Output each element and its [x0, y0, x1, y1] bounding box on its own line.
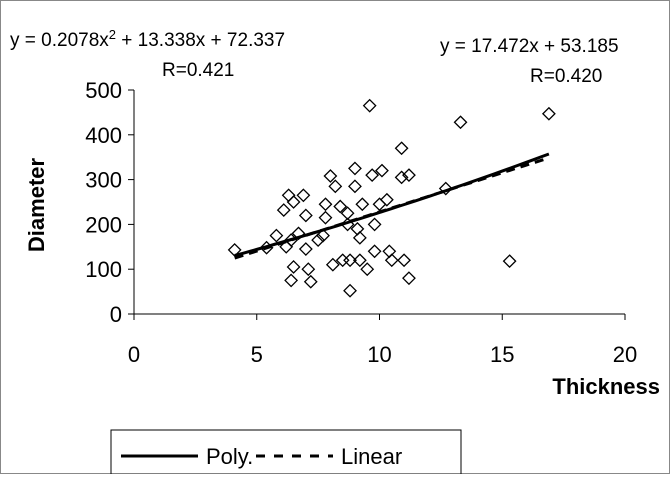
data-point-diamond [291, 226, 306, 241]
data-point-diamond [298, 208, 313, 223]
data-point-diamond [541, 106, 556, 121]
x-axis-title: Thickness [552, 374, 660, 399]
data-point-diamond [286, 195, 301, 209]
data-point-diamond [502, 254, 517, 269]
data-point-diamond [453, 115, 468, 130]
data-point-diamond [394, 141, 409, 156]
data-point-diamond [352, 253, 367, 268]
data-point-diamond [438, 181, 453, 196]
x-tick-label: 0 [128, 342, 140, 367]
data-point-diamond [348, 179, 362, 194]
data-point-diamond [384, 253, 399, 268]
y-tick-label: 100 [85, 257, 122, 282]
data-point-diamond [352, 230, 367, 245]
data-point-diamond [343, 283, 357, 298]
data-point-diamond [269, 228, 284, 243]
data-point-diamond [397, 253, 411, 268]
data-point-diamond [276, 203, 291, 217]
data-point-diamond [296, 188, 311, 203]
poly-r-label: R=0.421 [162, 60, 234, 81]
data-point-diamond [343, 253, 357, 268]
data-point-diamond [355, 197, 370, 212]
x-tick-label: 10 [367, 342, 391, 367]
data-point-diamond [402, 168, 416, 183]
trendlines [234, 152, 550, 260]
y-tick-label: 300 [85, 168, 122, 193]
data-point-diamond [375, 163, 389, 178]
y-tick-label: 400 [85, 123, 122, 148]
data-point-diamond [311, 233, 326, 247]
data-point-diamond [379, 192, 394, 207]
poly-equation-label: y = 0.2078x2 + 13.338x + 72.337 [10, 27, 285, 52]
y-tick-label: 500 [85, 78, 122, 103]
data-point-diamond [360, 262, 375, 277]
legend: Poly. Linear [110, 429, 462, 475]
y-tick-label: 200 [85, 212, 122, 237]
data-point-diamond [318, 210, 333, 225]
y-axis-title: Diameter [24, 157, 49, 252]
data-point-diamond [303, 274, 318, 289]
legend-box [110, 429, 462, 475]
data-point-diamond [323, 169, 338, 183]
y-tick-label: 0 [110, 302, 122, 327]
x-tick-label: 20 [613, 342, 637, 367]
data-point-diamond [316, 228, 330, 243]
data-point-diamond [298, 242, 313, 256]
data-point-diamond [365, 168, 380, 183]
data-point-diamond [394, 170, 409, 185]
data-point-diamond [367, 244, 382, 259]
data-point-diamond [362, 98, 377, 113]
data-point-diamond [333, 199, 348, 214]
legend-poly-label: Poly. [206, 444, 253, 469]
data-point-diamond [284, 273, 299, 288]
x-tick-label: 5 [251, 342, 263, 367]
linear-trendline [234, 156, 550, 260]
data-point-diamond [402, 271, 416, 286]
labels: y = 0.2078x2 + 13.338x + 72.337 R=0.421 … [10, 27, 660, 400]
data-point-diamond [227, 243, 242, 257]
data-point-diamond [325, 257, 340, 272]
data-point-diamond [348, 161, 362, 176]
linear-equation-label: y = 17.472x + 53.185 [440, 36, 619, 57]
data-point-diamond [279, 239, 294, 254]
data-point-diamond [367, 217, 382, 232]
data-point-diamond [318, 197, 333, 212]
linear-r-label: R=0.420 [530, 66, 602, 87]
x-tick-label: 15 [490, 342, 514, 367]
data-points [227, 98, 556, 298]
legend-linear-label: Linear [341, 444, 402, 469]
data-point-diamond [328, 179, 343, 194]
data-point-diamond [301, 262, 316, 277]
data-point-diamond [286, 260, 301, 274]
